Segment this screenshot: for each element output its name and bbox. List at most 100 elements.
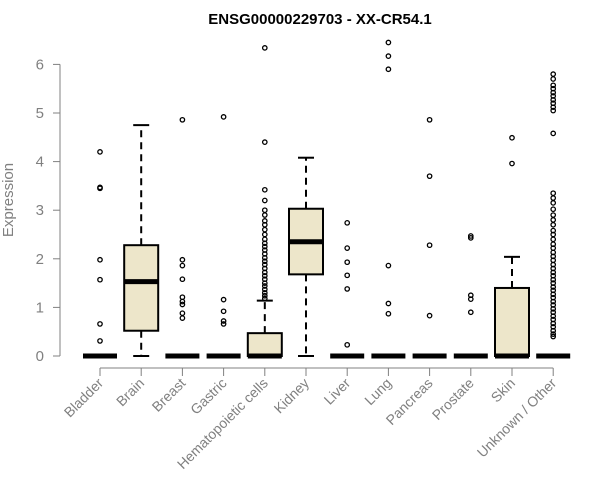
y-tick-label: 2: [36, 251, 44, 268]
x-tick-label: Skin: [488, 375, 519, 406]
outlier-point: [467, 233, 474, 239]
outlier-point: [179, 256, 186, 263]
outlier-point: [344, 286, 351, 292]
outlier-point: [344, 341, 351, 348]
y-tick-label: 0: [36, 348, 44, 365]
x-tick-label: Brain: [113, 375, 147, 409]
outlier-point: [385, 39, 392, 46]
outlier-point: [550, 82, 557, 89]
x-tick-label: Liver: [321, 375, 354, 408]
outlier-point: [179, 301, 186, 308]
y-tick-label: 1: [36, 299, 44, 316]
outlier-point: [426, 242, 433, 249]
outlier-point: [344, 245, 351, 251]
outlier-point: [261, 212, 268, 218]
outlier-point: [467, 309, 474, 316]
outlier-point: [97, 256, 103, 263]
outlier-point: [426, 173, 433, 180]
outlier-point: [97, 276, 103, 283]
box-unknown-other: [536, 71, 571, 359]
box-brain: [123, 124, 160, 357]
outlier-point: [261, 258, 268, 265]
x-tick-label: Kidney: [271, 375, 313, 417]
outlier-point: [385, 310, 392, 317]
outlier-point: [550, 236, 557, 243]
outlier-point: [179, 276, 186, 283]
outlier-point: [261, 272, 268, 279]
outlier-point: [179, 262, 186, 269]
y-tick-label: 5: [36, 105, 44, 122]
outlier-point: [261, 186, 268, 193]
outlier-point: [550, 269, 557, 276]
box-pancreas: [412, 116, 447, 359]
outlier-point: [550, 212, 557, 218]
outlier-point: [550, 206, 557, 213]
outlier-point: [550, 333, 557, 340]
outlier-point: [344, 259, 351, 266]
box-body: [246, 332, 283, 357]
outlier-point: [550, 107, 557, 114]
chart-title: ENSG00000229703 - XX-CR54.1: [208, 11, 431, 28]
box-hematopoietic-cells: [246, 45, 283, 359]
box-body: [494, 286, 530, 357]
box-body: [123, 244, 160, 332]
plot-area: [83, 39, 571, 359]
outlier-point: [509, 134, 515, 141]
outlier-point: [261, 197, 268, 204]
outlier-point: [550, 313, 557, 319]
outlier-point: [261, 286, 268, 293]
outlier-point: [97, 185, 103, 192]
y-tick-label: 4: [36, 154, 44, 171]
outlier-point: [261, 207, 268, 214]
outlier-point: [550, 97, 557, 103]
outlier-point: [550, 195, 557, 201]
box-kidney: [288, 156, 324, 357]
x-tick-label: Lung: [361, 375, 394, 408]
x-tick-label: Prostate: [429, 375, 477, 423]
outlier-point: [467, 296, 474, 302]
outlier-point: [385, 262, 392, 269]
outlier-point: [550, 298, 557, 305]
outlier-point: [426, 312, 433, 319]
outlier-point: [97, 321, 103, 327]
outlier-point: [550, 320, 557, 327]
box-breast: [165, 116, 200, 359]
outlier-point: [550, 327, 557, 334]
y-tick-label: 3: [36, 202, 44, 219]
outlier-point: [261, 254, 268, 261]
outlier-point: [261, 45, 268, 51]
outlier-point: [179, 116, 186, 123]
outlier-point: [344, 272, 351, 279]
outlier-point: [550, 306, 557, 312]
outlier-point: [261, 292, 268, 299]
outlier-point: [385, 53, 392, 59]
outlier-point: [385, 300, 392, 307]
outlier-point: [261, 289, 268, 296]
box-skin: [494, 134, 530, 359]
outlier-point: [550, 217, 557, 223]
outlier-point: [97, 149, 103, 155]
outlier-point: [467, 235, 474, 241]
outlier-point: [550, 276, 557, 283]
outlier-point: [550, 76, 557, 82]
outlier-point: [550, 89, 557, 96]
outlier-point: [261, 269, 268, 276]
box-liver: [330, 219, 365, 359]
outlier-point: [385, 66, 392, 73]
outlier-point: [550, 200, 557, 206]
outlier-point: [220, 114, 227, 120]
outlier-point: [509, 160, 515, 167]
outlier-point: [550, 190, 557, 197]
outlier-point: [550, 221, 557, 228]
box-bladder: [83, 149, 117, 359]
outlier-point: [550, 291, 557, 298]
outlier-point: [550, 130, 557, 137]
x-tick-label: Breast: [149, 375, 189, 415]
outlier-point: [220, 308, 227, 315]
outlier-point: [179, 310, 186, 317]
outlier-point: [426, 116, 433, 123]
outlier-point: [220, 318, 227, 324]
x-tick-label: Bladder: [61, 375, 107, 421]
outlier-point: [261, 283, 268, 289]
